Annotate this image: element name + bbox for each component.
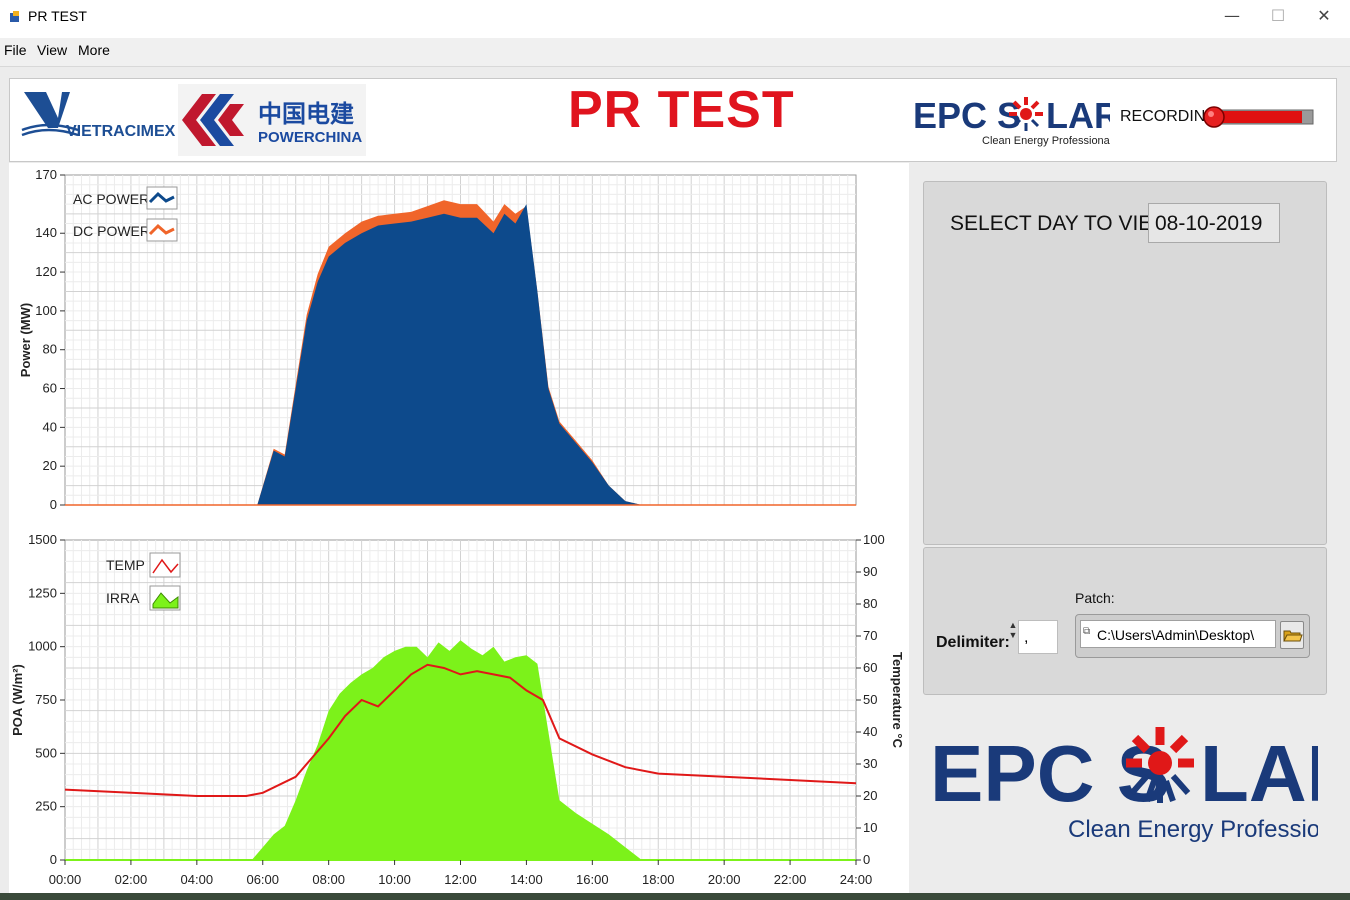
select-day-label: SELECT DAY TO VIEW: <box>950 212 1178 235</box>
power-y-axis-label: Power (MW) <box>18 303 33 377</box>
temp-ytick-label: 50 <box>863 692 877 707</box>
temp-ytick-label: 0 <box>863 852 870 867</box>
time-xtick-label: 14:00 <box>510 872 543 887</box>
folder-icon <box>1283 630 1303 642</box>
patch-label: Patch: <box>1075 590 1115 606</box>
temp-ytick-label: 100 <box>863 532 885 547</box>
path-input[interactable]: C:\Users\Admin\Desktop\ <box>1080 620 1276 648</box>
epc-right-text: LAR <box>1046 95 1110 136</box>
recording-label: RECORDING <box>1120 108 1218 125</box>
time-xtick-label: 06:00 <box>246 872 279 887</box>
temp-ytick-label: 60 <box>863 660 877 675</box>
power-ytick-label: 60 <box>43 381 57 396</box>
power-ytick-label: 140 <box>35 225 57 240</box>
time-xtick-label: 02:00 <box>115 872 148 887</box>
time-xtick-label: 22:00 <box>774 872 807 887</box>
big-epc-right-text: LAR <box>1200 729 1318 818</box>
poa-ytick-label: 250 <box>35 799 57 814</box>
poa-ytick-label: 750 <box>35 692 57 707</box>
legend-ac-power-icon <box>148 191 175 204</box>
sun-icon <box>1009 97 1043 131</box>
spin-down-icon[interactable]: ▼ <box>1008 630 1018 640</box>
big-epc-left-text: EPC S <box>930 729 1170 818</box>
day-select-field[interactable]: 08-10-2019 <box>1148 203 1280 243</box>
temp-ytick-label: 40 <box>863 724 877 739</box>
path-type-icon: ⧉ <box>1083 626 1091 637</box>
menu-bar: File View More <box>0 38 1350 67</box>
power-ytick-label: 20 <box>43 458 57 473</box>
powerchina-logo: 中国电建 POWERCHINA <box>178 84 366 156</box>
temp-ytick-label: 10 <box>863 820 877 835</box>
menu-more[interactable]: More <box>78 42 110 58</box>
poa-ytick-label: 0 <box>50 852 57 867</box>
legend-temp-icon <box>152 558 179 574</box>
poa-ytick-label: 1500 <box>28 532 57 547</box>
power-ytick-label: 170 <box>35 167 57 182</box>
window-title: PR TEST <box>28 8 87 24</box>
minimize-button[interactable]: — <box>1224 6 1240 25</box>
temp-ytick-label: 80 <box>863 596 877 611</box>
time-xtick-label: 10:00 <box>378 872 411 887</box>
series-ac-power-area <box>65 204 856 505</box>
power-ytick-label: 100 <box>35 303 57 318</box>
big-epc-tagline: Clean Energy Professional <box>1068 816 1318 843</box>
page-title: PR TEST <box>568 81 795 139</box>
temp-ytick-label: 20 <box>863 788 877 803</box>
poa-ytick-label: 1000 <box>28 639 57 654</box>
time-xtick-label: 12:00 <box>444 872 477 887</box>
power-ytick-label: 40 <box>43 419 57 434</box>
browse-button[interactable] <box>1280 621 1304 649</box>
temp-ytick-label: 70 <box>863 628 877 643</box>
time-xtick-label: 20:00 <box>708 872 741 887</box>
time-xtick-label: 16:00 <box>576 872 609 887</box>
epc-solar-logo-large: EPC S LAR Clean Energy Professional <box>930 727 1318 843</box>
app-icon <box>10 11 19 22</box>
spin-up-icon[interactable]: ▲ <box>1008 620 1018 630</box>
time-xtick-label: 08:00 <box>312 872 345 887</box>
series-temp-line <box>64 663 857 797</box>
legend-temp-label: TEMP <box>106 557 145 573</box>
epc-solar-logo-small: EPC S LAR Clean Energy Professional <box>910 88 1110 154</box>
legend-ac-power-label: AC POWER <box>73 191 149 207</box>
power-ytick-label: 80 <box>43 342 57 357</box>
powerchina-en-text: POWERCHINA <box>258 129 362 146</box>
time-xtick-label: 18:00 <box>642 872 675 887</box>
delimiter-label: Delimiter: <box>936 634 1010 651</box>
time-xtick-label: 00:00 <box>49 872 82 887</box>
series-irra-area <box>65 640 856 860</box>
epc-left-text: EPC S <box>913 95 1021 136</box>
maximize-button[interactable]: ☐ <box>1270 6 1286 25</box>
temp-ytick-label: 90 <box>863 564 877 579</box>
legend-dc-power-label: DC POWER <box>73 223 150 239</box>
poa-ytick-label: 1250 <box>28 585 57 600</box>
title-bar: PR TEST — ☐ ✕ <box>0 0 1350 34</box>
poa-y-axis-label: POA (W/m²) <box>10 664 25 736</box>
powerchina-cn-text: 中国电建 <box>258 100 354 128</box>
delimiter-input[interactable]: , <box>1018 620 1058 654</box>
legend-irra-label: IRRA <box>106 590 140 606</box>
recording-toggle[interactable] <box>1203 106 1315 128</box>
big-sun-icon <box>1126 727 1194 803</box>
power-ytick-label: 0 <box>50 497 57 512</box>
delimiter-spinner[interactable]: ▲ ▼ <box>1008 620 1018 650</box>
epc-tagline-text: Clean Energy Professional <box>982 135 1110 147</box>
menu-view[interactable]: View <box>37 42 68 58</box>
poa-ytick-label: 500 <box>35 745 57 760</box>
legend-dc-power-icon <box>148 223 175 236</box>
power-ytick-label: 120 <box>35 264 57 279</box>
vietracimex-text: VIETRACIMEX <box>66 123 176 140</box>
temp-y-axis-label: Temperature °C <box>890 652 905 749</box>
menu-file[interactable]: File <box>4 42 27 58</box>
close-button[interactable]: ✕ <box>1317 6 1331 25</box>
vietracimex-logo: VIETRACIMEX <box>21 92 176 140</box>
taskbar-edge <box>0 893 1350 900</box>
temp-ytick-label: 30 <box>863 756 877 771</box>
legend-irra-icon <box>152 592 179 609</box>
time-xtick-label: 24:00 <box>840 872 873 887</box>
time-xtick-label: 04:00 <box>181 872 214 887</box>
